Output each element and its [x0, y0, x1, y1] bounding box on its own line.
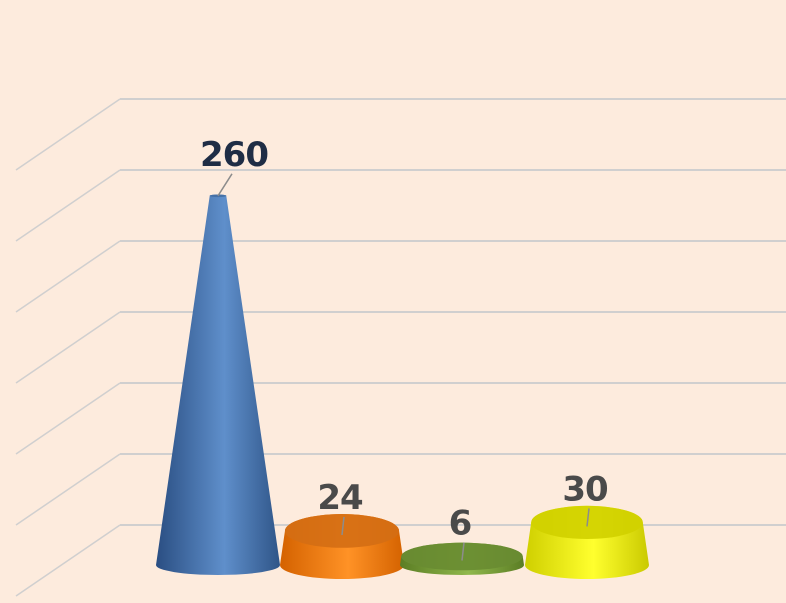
gridline-depth	[16, 454, 120, 525]
data-label: 30	[562, 469, 608, 509]
gridline-depth	[16, 312, 120, 383]
cone-1	[156, 194, 280, 575]
gridline-depth	[16, 525, 120, 596]
gridline-depth	[16, 170, 120, 241]
cone-body	[156, 194, 280, 575]
data-label: 260	[200, 135, 268, 175]
cone-4	[525, 506, 649, 579]
data-label: 6	[449, 503, 472, 543]
cone-2	[280, 514, 404, 579]
gridline-depth	[16, 241, 120, 312]
data-label: 24	[317, 478, 363, 518]
gridline-depth	[16, 383, 120, 454]
gridline-depth	[16, 99, 120, 170]
gridlines	[16, 99, 786, 596]
cones	[156, 194, 649, 579]
leader-line	[218, 174, 232, 196]
